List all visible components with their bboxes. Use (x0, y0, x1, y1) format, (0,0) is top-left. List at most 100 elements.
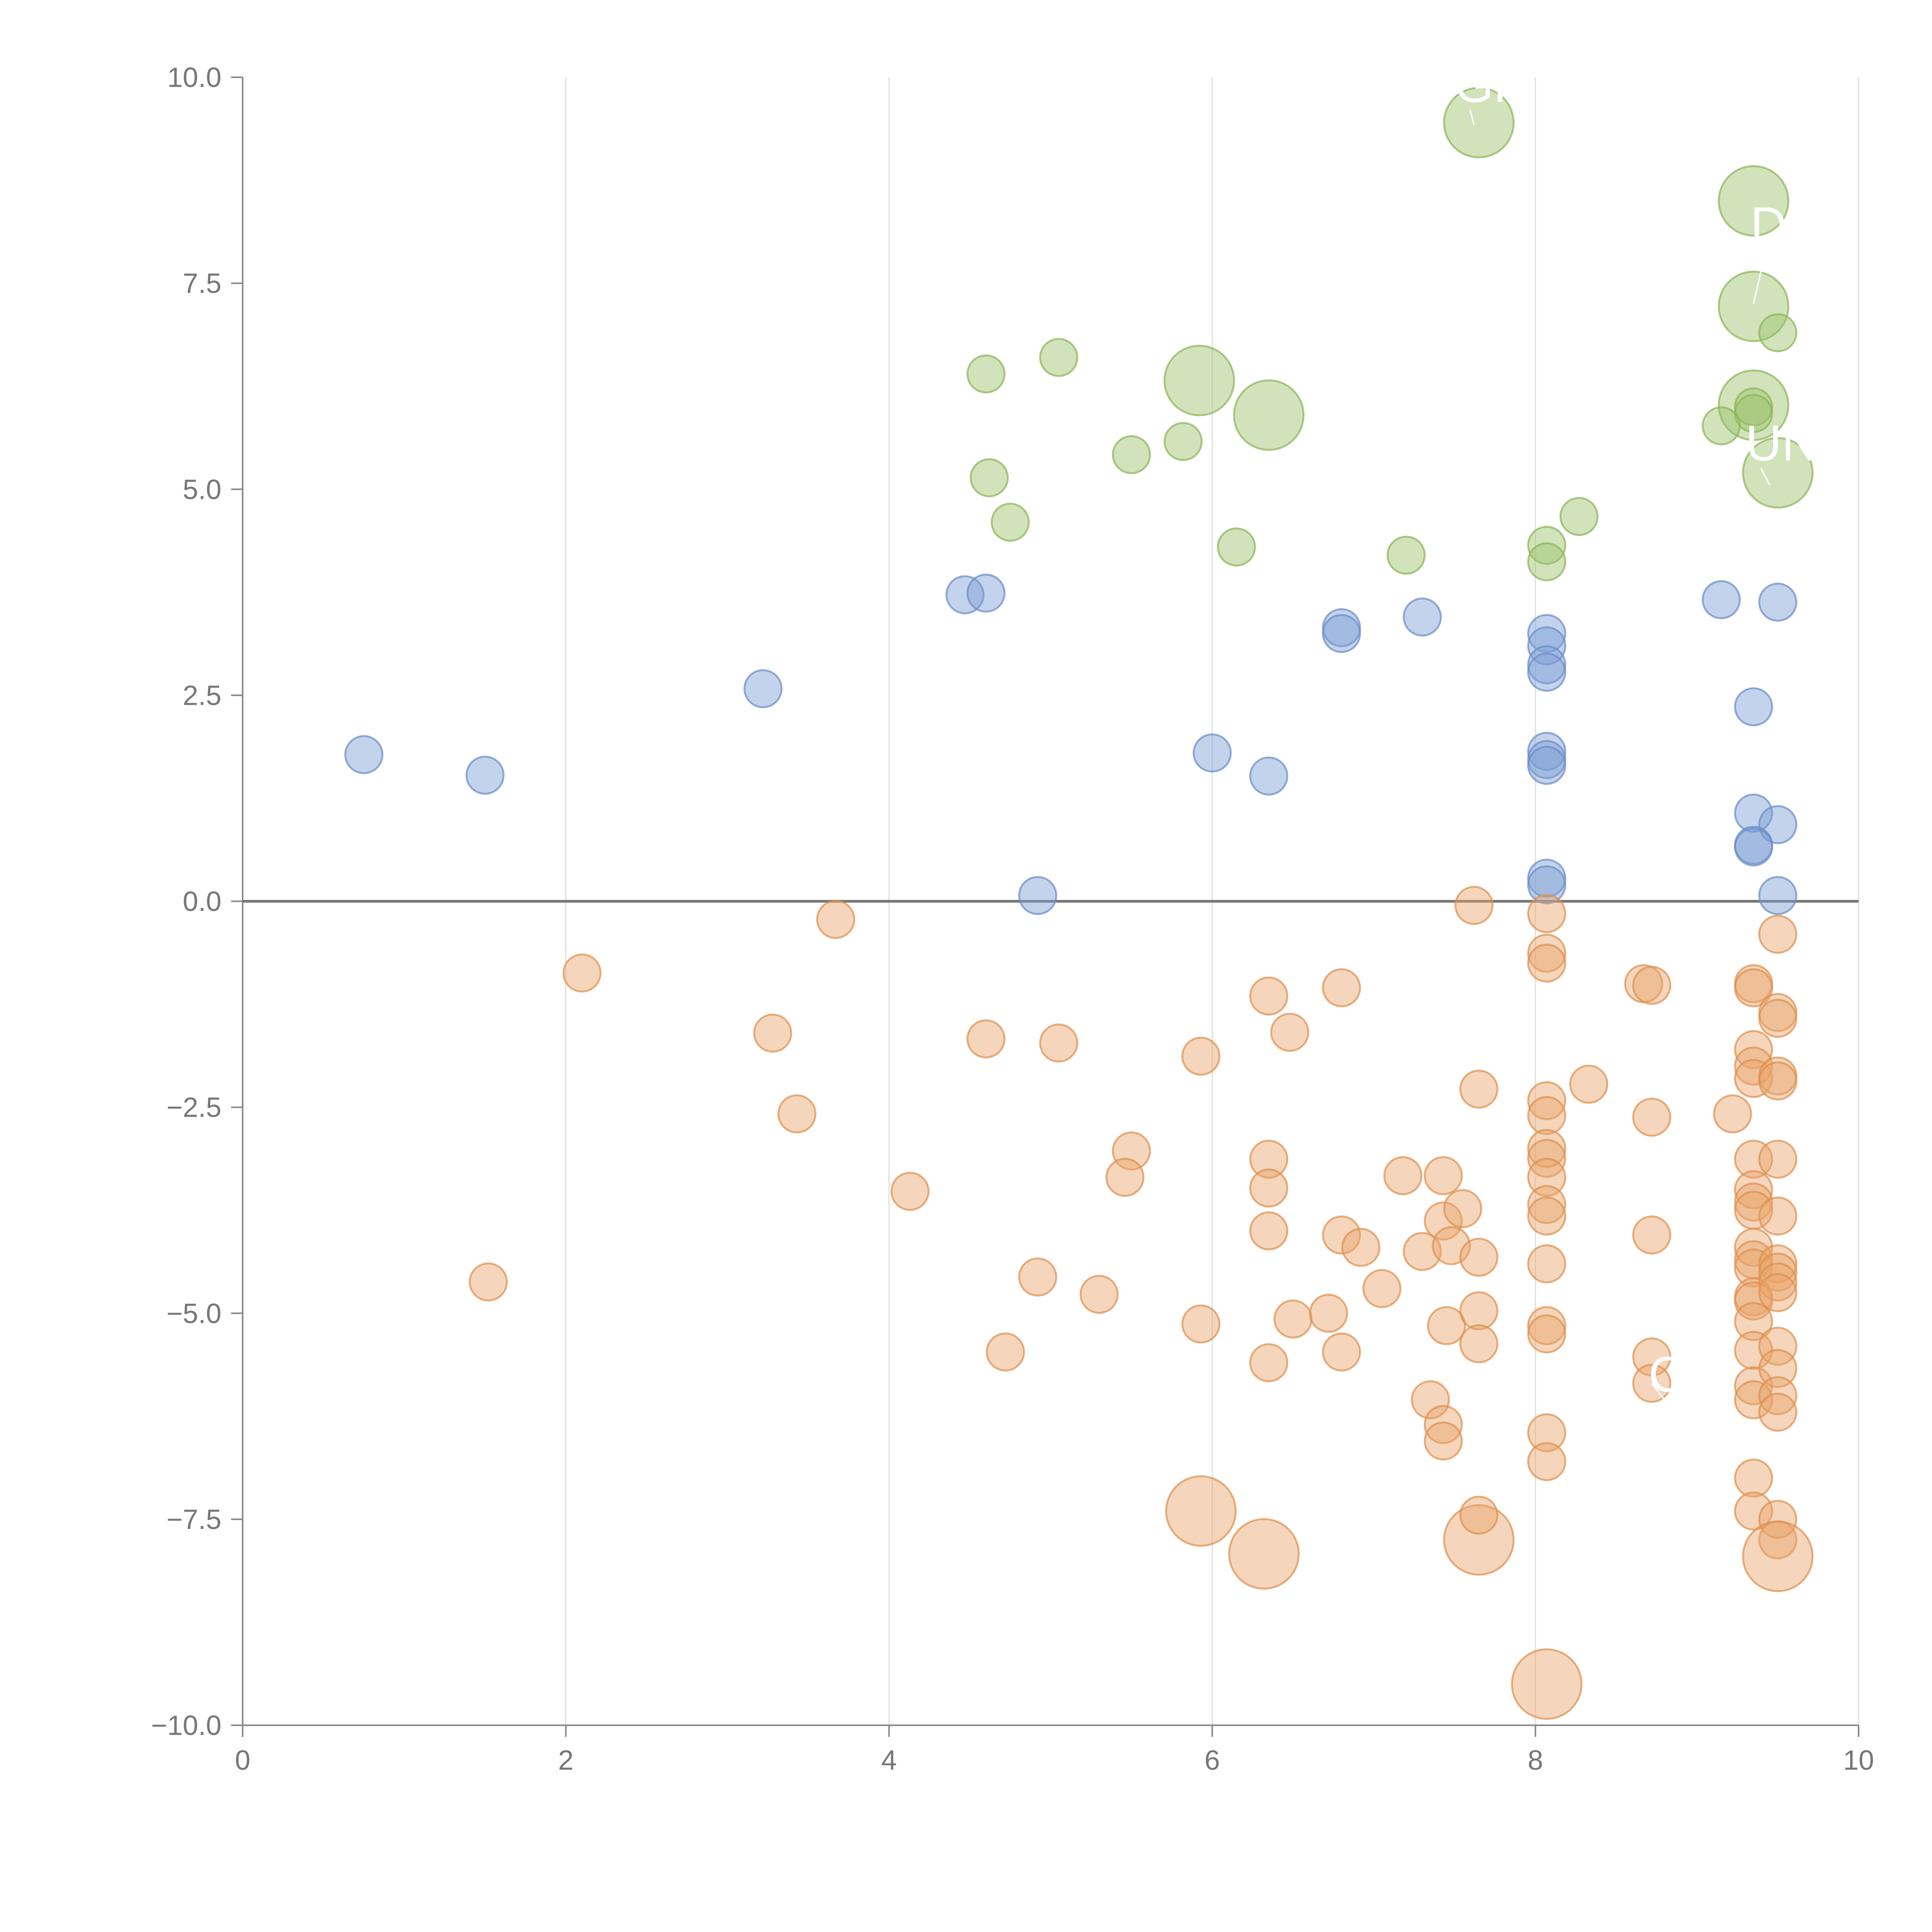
orange-point (777, 1094, 816, 1134)
x-tick-label: 0 (235, 1745, 250, 1776)
orange-point (1423, 1405, 1463, 1444)
orange-point (1734, 1302, 1773, 1341)
y-tick-label: −7.5 (167, 1504, 221, 1535)
orange-point (1742, 1520, 1814, 1592)
annotation-leader-line (1651, 1383, 1665, 1400)
blue-point (1018, 876, 1058, 915)
blue-point (1192, 733, 1232, 773)
orange-point (562, 953, 602, 993)
green-point (1718, 165, 1789, 237)
orange-point (1734, 1030, 1773, 1069)
orange-point (1734, 1248, 1773, 1287)
green-point (969, 458, 1009, 497)
orange-point (1758, 1252, 1798, 1292)
orange-point (1758, 1393, 1798, 1432)
orange-point (1228, 1518, 1300, 1590)
green-point (1718, 270, 1789, 342)
green-point (1527, 526, 1566, 565)
orange-point (1105, 1158, 1145, 1197)
orange-point (1322, 1215, 1361, 1255)
y-tick-label: −2.5 (167, 1092, 221, 1123)
blue-point (1702, 580, 1741, 619)
green-point (1233, 379, 1305, 451)
green-point (990, 503, 1030, 542)
annotation-leader-line (1760, 468, 1770, 486)
orange-point (1734, 1170, 1773, 1209)
orange-point (966, 1019, 1006, 1059)
x-tick-label: 10 (1843, 1745, 1874, 1776)
y-tick-label: 10.0 (167, 62, 221, 93)
green-point (1443, 87, 1515, 158)
points-layer (344, 87, 1814, 1720)
orange-point (1459, 1291, 1498, 1330)
blue-point (1527, 865, 1566, 905)
orange-point (1527, 1314, 1566, 1354)
annotation-leader-line (1753, 250, 1767, 304)
y-tick-label: 0.0 (183, 886, 221, 917)
orange-point (1527, 1158, 1566, 1197)
orange-point (1249, 1168, 1289, 1208)
orange-point (1527, 1306, 1566, 1345)
orange-point (1039, 1023, 1078, 1063)
y-tick-label: 2.5 (183, 680, 221, 711)
orange-point (1341, 1228, 1381, 1267)
orange-point (469, 1262, 508, 1302)
orange-point (1322, 968, 1361, 1007)
orange-point (1459, 1495, 1498, 1535)
orange-point (1527, 894, 1566, 933)
green-point (1527, 542, 1566, 582)
blue-point (1527, 731, 1566, 771)
green-point (966, 354, 1006, 394)
orange-point (1758, 1273, 1798, 1312)
x-tick-label: 4 (881, 1745, 897, 1776)
orange-point (1758, 1196, 1798, 1236)
orange-point (1112, 1131, 1151, 1171)
orange-point (1734, 1458, 1773, 1498)
orange-point (1383, 1156, 1423, 1196)
green-point (1758, 313, 1798, 352)
orange-point (1713, 1094, 1752, 1134)
orange-point (1181, 1036, 1221, 1076)
orange-point (1758, 1061, 1798, 1100)
green-point (1742, 437, 1814, 509)
orange-point (1459, 1324, 1498, 1364)
y-tick-label: −10.0 (151, 1710, 221, 1741)
x-tick-label: 6 (1204, 1745, 1220, 1776)
orange-point (1018, 1257, 1058, 1297)
orange-point (1423, 1201, 1463, 1241)
blue-point (1527, 653, 1566, 692)
blue-point (1527, 746, 1566, 785)
orange-point (1758, 1376, 1798, 1415)
green-point (1386, 536, 1426, 575)
annotation-label: C (1648, 1346, 1685, 1402)
blue-point (465, 755, 505, 795)
blue-point (945, 575, 985, 614)
orange-point (1411, 1380, 1450, 1420)
blue-point (966, 573, 1006, 613)
blue-point (1403, 597, 1442, 637)
blue-point (1249, 756, 1289, 796)
orange-point (1459, 1070, 1498, 1109)
annotation-layer: GF D UN C (1455, 56, 1818, 1402)
blue-point (1734, 827, 1773, 867)
orange-point (1454, 886, 1494, 925)
blue-point (1734, 793, 1773, 833)
orange-point (753, 1014, 793, 1053)
orange-point (1527, 1081, 1566, 1121)
orange-point (1527, 1442, 1566, 1481)
orange-point (1427, 1306, 1466, 1345)
orange-point (1632, 1097, 1672, 1137)
orange-point (1758, 1500, 1798, 1539)
orange-point (1527, 1413, 1566, 1452)
orange-point (1527, 1196, 1566, 1236)
green-point (1718, 369, 1789, 441)
annotation-label: UN (1745, 415, 1818, 471)
orange-point (1632, 1215, 1672, 1255)
y-tick-label: 7.5 (183, 268, 221, 299)
blue-point (743, 669, 783, 708)
green-point (1163, 345, 1235, 417)
orange-point (1734, 1380, 1773, 1420)
annotation-leader-line (1469, 109, 1475, 126)
orange-point (1734, 968, 1773, 1007)
